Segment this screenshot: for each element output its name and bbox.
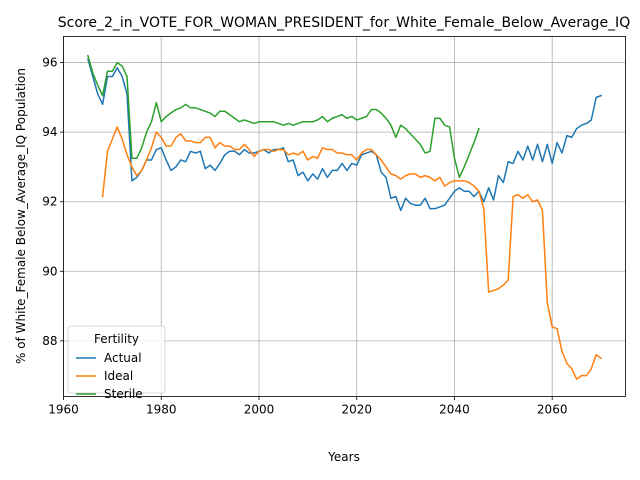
legend-label-ideal: Ideal <box>104 369 133 383</box>
x-tick-label: 2040 <box>439 403 470 417</box>
y-tick-label: 96 <box>42 56 57 70</box>
plot-frame <box>63 36 626 397</box>
x-tick-label: 1980 <box>146 403 177 417</box>
x-tick-label: 2000 <box>244 403 275 417</box>
legend-label-sterile: Sterile <box>104 387 143 401</box>
series-line-actual <box>87 58 603 212</box>
x-tick-label: 2060 <box>537 403 568 417</box>
legend: Fertility Actual Ideal Sterile <box>67 325 166 401</box>
series-line-ideal <box>101 126 603 380</box>
series-line-sterile <box>87 54 480 179</box>
legend-label-actual: Actual <box>104 351 142 365</box>
y-tick-label: 88 <box>42 334 57 348</box>
x-tick-label: 2020 <box>341 403 372 417</box>
y-tick-label: 90 <box>42 264 57 278</box>
axis-ticks: 1960 1980 2000 2020 2040 2060 88 90 92 94 96 <box>42 56 567 417</box>
legend-title: Fertility <box>94 332 139 346</box>
x-axis-label: Years <box>327 450 360 464</box>
series-lines <box>87 54 603 380</box>
y-tick-label: 94 <box>42 125 57 139</box>
y-tick-label: 92 <box>42 195 57 209</box>
chart-title: Score_2_in_VOTE_FOR_WOMAN_PRESIDENT_for_… <box>58 15 630 31</box>
y-axis-label: % of White_Female Below_Average_IQ Popul… <box>14 68 28 364</box>
x-tick-label: 1960 <box>48 403 79 417</box>
